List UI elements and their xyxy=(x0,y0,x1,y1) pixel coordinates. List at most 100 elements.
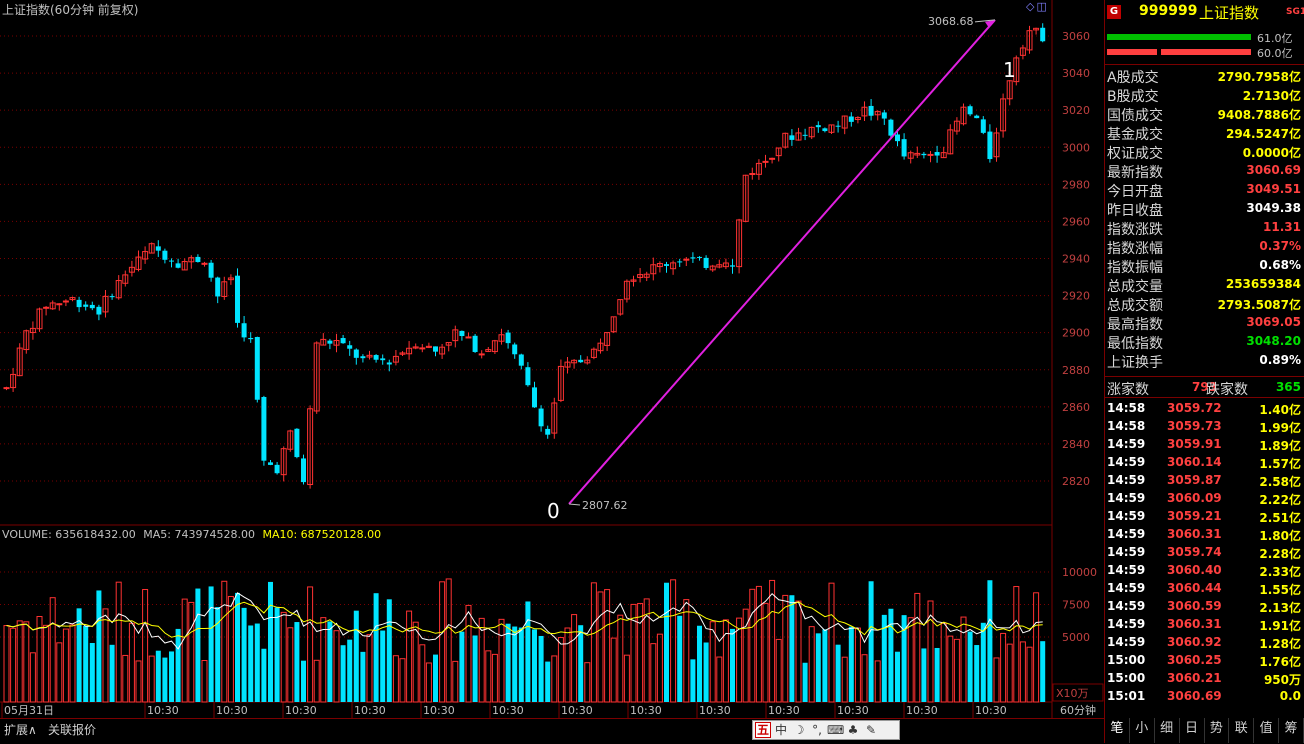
volume-bar xyxy=(697,625,702,702)
candle-body xyxy=(545,428,551,435)
candle-body xyxy=(360,356,366,359)
quote-tab[interactable]: 值 xyxy=(1254,718,1280,743)
candle-body xyxy=(841,115,848,129)
candle-body xyxy=(888,119,894,136)
candle-body xyxy=(301,458,306,483)
tick-amount: 2.28亿 xyxy=(1259,547,1301,561)
volume-bar xyxy=(848,626,854,702)
ime-toolbar[interactable]: 五 中 ☽ °, ⌨ ♣ ✎ xyxy=(752,720,900,740)
quote-row-value: 0.89% xyxy=(1259,353,1301,367)
tick-amount: 1.80亿 xyxy=(1259,529,1301,543)
quote-tab[interactable]: 筹 xyxy=(1279,718,1304,743)
kline-chart[interactable]: 3060 3040 3020 3000 2980 2960 2940 2920 2900 2880… xyxy=(0,0,1104,718)
volume-bar xyxy=(347,639,353,702)
quote-row: 指数涨幅 0.37% xyxy=(1105,237,1304,257)
volume-bar xyxy=(287,627,294,703)
volume-bar xyxy=(399,658,406,703)
ime-logo-icon[interactable]: 五 xyxy=(755,722,771,738)
candle-body xyxy=(557,365,564,401)
candle-body xyxy=(333,340,340,346)
quote-tab[interactable]: 笔 xyxy=(1105,718,1130,743)
ime-halfwidth-icon[interactable]: ☽ xyxy=(793,723,805,737)
related-quotes-tab[interactable]: 关联报价 xyxy=(48,723,97,737)
candle-body xyxy=(967,106,973,115)
candle-body xyxy=(10,373,17,389)
quote-row-label: 总成交额 xyxy=(1107,298,1163,314)
ime-skin-icon[interactable]: ♣ xyxy=(847,723,859,737)
candle-body xyxy=(135,256,142,270)
maximize-icon[interactable]: ◇ xyxy=(1026,0,1037,13)
quote-tab[interactable]: 日 xyxy=(1180,718,1205,743)
candle-body xyxy=(868,105,874,116)
volume-bar xyxy=(861,654,868,703)
candle-body xyxy=(683,258,690,261)
volume-bar xyxy=(307,586,314,703)
volume-bar xyxy=(762,602,769,703)
candle-body xyxy=(109,296,115,298)
volume-bar xyxy=(62,628,69,703)
ime-keyboard-icon[interactable]: ⌨ xyxy=(827,723,845,737)
time-label: 10:30 xyxy=(285,704,317,717)
quote-row-value: 3069.05 xyxy=(1246,315,1301,329)
volume-bar xyxy=(433,654,438,702)
candle-body xyxy=(268,462,273,465)
quote-tab[interactable]: 细 xyxy=(1155,718,1180,743)
candle-body xyxy=(815,125,821,128)
ime-punctuation-icon[interactable]: °, xyxy=(812,723,822,737)
volume-bar xyxy=(89,642,95,702)
candle-body xyxy=(835,125,841,127)
candle-body xyxy=(742,174,749,222)
candle-body xyxy=(287,430,294,450)
candle-body xyxy=(808,126,815,138)
red-bar-label: 60.0亿 xyxy=(1257,47,1293,60)
quote-row-label: B股成交 xyxy=(1107,89,1159,105)
trend-arrowhead xyxy=(985,19,995,28)
candle-body xyxy=(1000,98,1007,132)
expand-tab[interactable]: 扩展∧ xyxy=(4,723,37,737)
candle-body xyxy=(227,277,234,281)
volume-bar xyxy=(709,621,716,703)
tick-time: 15:00 xyxy=(1107,653,1146,667)
divider xyxy=(1105,397,1304,398)
tick-amount: 2.13亿 xyxy=(1259,601,1301,615)
quote-tab[interactable]: 联 xyxy=(1229,718,1255,743)
time-label: 10:30 xyxy=(561,704,593,717)
ime-tools-icon[interactable]: ✎ xyxy=(865,723,877,737)
chart-window-buttons[interactable]: ◇◫ xyxy=(1026,0,1049,13)
candle-body xyxy=(604,332,611,346)
volume-tick-label: 7500 xyxy=(1062,599,1090,612)
tick-time: 15:01 xyxy=(1107,689,1146,703)
quote-tab[interactable]: 势 xyxy=(1205,718,1230,743)
volume-bar xyxy=(623,654,630,703)
rise-count: 793 xyxy=(1192,380,1218,394)
volume-bar xyxy=(142,589,149,703)
candle-body xyxy=(722,262,729,268)
candle-body xyxy=(901,139,907,157)
volume-bar xyxy=(498,618,505,703)
volume-bar xyxy=(406,610,413,703)
volume-bar xyxy=(76,608,82,702)
tick-amount: 1.89亿 xyxy=(1259,439,1301,453)
quote-row-value: 253659384 xyxy=(1225,277,1301,291)
tick-row: 14:58 3059.72 1.40亿 xyxy=(1105,399,1304,417)
fall-count: 365 xyxy=(1275,380,1301,394)
volume-value: VOLUME: 635618432.00 xyxy=(2,528,136,541)
tick-time: 14:59 xyxy=(1107,635,1146,649)
candle-body xyxy=(76,299,82,308)
tick-price: 3060.31 xyxy=(1167,617,1222,631)
quote-tab[interactable]: 小 xyxy=(1130,718,1155,743)
kline-chart-area[interactable]: 3060 3040 3020 3000 2980 2960 2940 2920 2900 2880… xyxy=(0,0,1104,718)
volume-bar xyxy=(1013,586,1020,703)
restore-icon[interactable]: ◫ xyxy=(1036,0,1049,13)
candle-body xyxy=(254,337,260,400)
candle-body xyxy=(617,299,624,315)
quote-row: 总成交额 2793.5087亿 xyxy=(1105,294,1304,314)
ime-chinese-mode[interactable]: 中 xyxy=(774,723,787,737)
volume-bar xyxy=(874,660,881,703)
volume-bar xyxy=(683,599,690,703)
candle-body xyxy=(169,260,174,262)
volume-bar xyxy=(360,651,366,702)
quote-row: 昨日收盘 3049.38 xyxy=(1105,199,1304,219)
wave-label-start: 0 xyxy=(547,499,560,523)
volume-bar xyxy=(10,627,17,703)
